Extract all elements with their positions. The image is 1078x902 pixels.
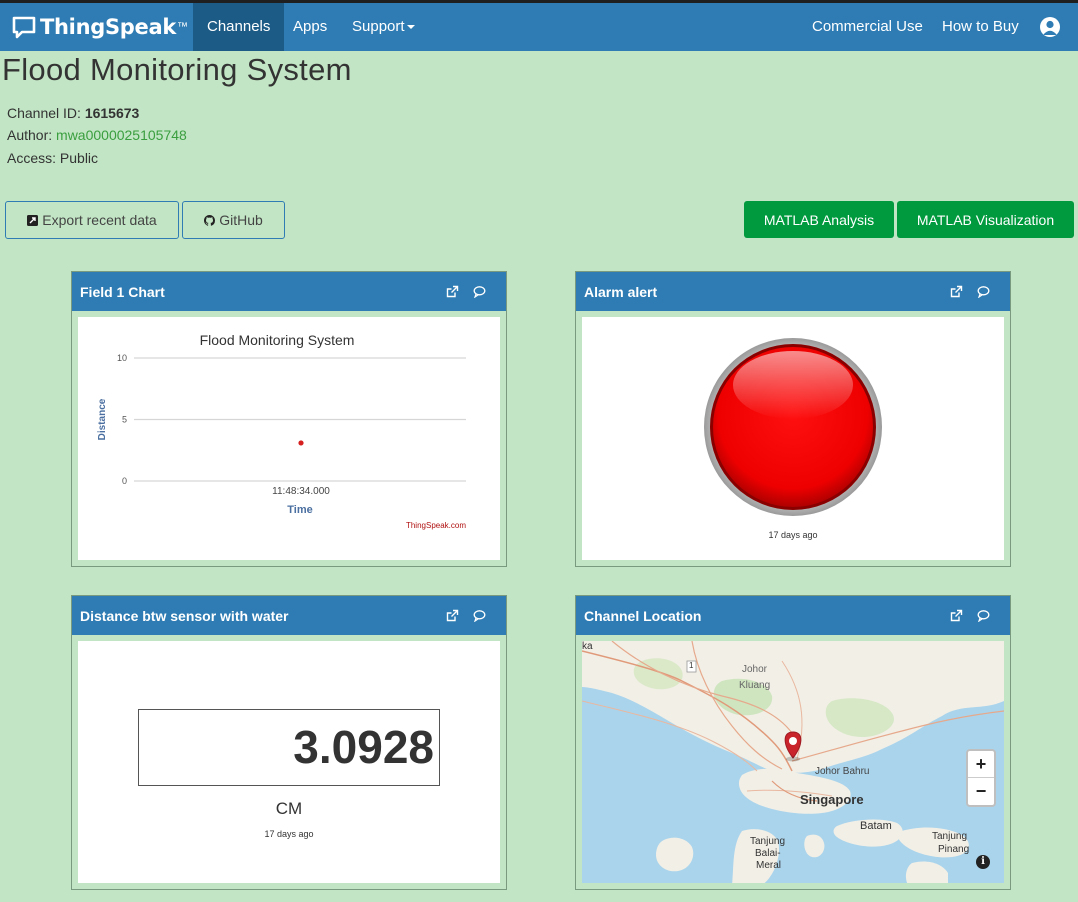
nav-apps[interactable]: Apps [293, 18, 328, 35]
distance-unit: CM [275, 799, 303, 818]
access-label: Access: [7, 150, 60, 166]
nav-support[interactable]: Support [338, 3, 429, 51]
field1-chart-panel: Field 1 Chart Flood Monitoring System 0 5 1… [71, 271, 507, 567]
panel-title: Field 1 Chart [80, 283, 165, 300]
map-label: Johor Bahru [815, 766, 870, 777]
y-axis-label: Distance [97, 398, 108, 440]
channel-author: Author: mwa0000025105748 [7, 127, 187, 143]
external-link-icon[interactable] [950, 609, 963, 622]
field1-chart[interactable]: Flood Monitoring System 0 5 10 Distance 11:48… [78, 317, 500, 560]
panel-header: Channel Location [576, 596, 1010, 635]
comment-icon[interactable] [977, 285, 990, 298]
channel-id: Channel ID: 1615673 [7, 105, 139, 121]
map-label: Johor [742, 664, 768, 675]
x-tick-label: 11:48:34.000 [272, 486, 330, 497]
map-zoom-control: + − [966, 749, 996, 807]
map-label: Balai- [755, 848, 781, 859]
chart-title: Flood Monitoring System [200, 332, 355, 348]
y-tick-label: 5 [122, 415, 127, 425]
matlab-analysis-button[interactable]: MATLAB Analysis [744, 201, 894, 238]
author-label: Author: [7, 127, 57, 143]
matlab-visualization-button[interactable]: MATLAB Visualization [897, 201, 1074, 238]
numeric-display-area: 3.0928 CM 17 days ago [78, 641, 500, 883]
map-label: Batam [860, 820, 892, 832]
panel-body: 3.0928 CM 17 days ago [72, 635, 506, 889]
map-label: Meral [756, 860, 782, 871]
github-label: GitHub [219, 212, 263, 228]
page-title: Flood Monitoring System [2, 52, 352, 87]
data-point [298, 440, 304, 446]
alarm-timestamp: 17 days ago [768, 530, 818, 540]
navbar: ThingSpeak ™ Channels Apps Support Comme… [0, 3, 1078, 51]
caret-down-icon [406, 25, 415, 30]
export-label: Export recent data [42, 212, 157, 228]
map-label: ka [582, 641, 593, 652]
map-area[interactable]: ka 1 Johor Kluang Johor Bahru Singapore … [582, 641, 1004, 883]
user-account-icon[interactable] [1040, 17, 1060, 37]
panel-body: Flood Monitoring System 0 5 10 Distance 11:48… [72, 311, 506, 566]
distance-panel: Distance btw sensor with water 3.0928 CM… [71, 595, 507, 890]
github-button[interactable]: GitHub [182, 201, 285, 239]
panel-body: 17 days ago [576, 311, 1010, 566]
panel-title: Alarm alert [584, 283, 658, 300]
map-label: 1 [689, 661, 694, 670]
y-tick-label: 0 [122, 476, 127, 486]
external-link-icon[interactable] [950, 285, 963, 298]
export-recent-data-button[interactable]: Export recent data [5, 201, 179, 239]
channel-access: Access: Public [7, 150, 98, 166]
nav-support-label: Support [352, 18, 405, 35]
chart-credit: ThingSpeak.com [406, 521, 466, 530]
alarm-lamp [704, 338, 882, 516]
x-axis-label: Time [287, 504, 312, 516]
top-border [0, 0, 1078, 3]
author-link[interactable]: mwa0000025105748 [56, 127, 187, 143]
comment-icon[interactable] [977, 609, 990, 622]
alarm-alert-panel: Alarm alert [575, 271, 1011, 567]
channel-id-value: 1615673 [84, 105, 140, 121]
comment-icon[interactable] [473, 285, 486, 298]
map-label: Tanjung [750, 836, 786, 847]
panel-body: ka 1 Johor Kluang Johor Bahru Singapore … [576, 635, 1010, 889]
chart-area: Flood Monitoring System 0 5 10 Distance 11:48… [78, 317, 500, 560]
map-label: Singapore [800, 792, 864, 807]
external-export-icon [27, 214, 39, 226]
info-icon[interactable]: i [976, 855, 990, 869]
distance-value: 3.0928 [138, 709, 440, 786]
external-link-icon[interactable] [446, 285, 459, 298]
nav-how-to-buy[interactable]: How to Buy [942, 18, 1019, 35]
nav-commercial-use[interactable]: Commercial Use [812, 18, 923, 35]
trademark: ™ [177, 21, 188, 33]
lamp-area: 17 days ago [582, 317, 1004, 560]
channel-id-label: Channel ID: [7, 105, 85, 121]
speech-bubble-icon [12, 16, 36, 39]
external-link-icon[interactable] [446, 609, 459, 622]
y-tick-label: 10 [117, 353, 127, 363]
brand-name: ThingSpeak [40, 15, 176, 39]
panel-header: Distance btw sensor with water [72, 596, 506, 635]
access-value: Public [59, 150, 99, 166]
panel-header: Alarm alert [576, 272, 1010, 311]
zoom-in-button[interactable]: + [968, 751, 994, 778]
panel-header: Field 1 Chart [72, 272, 506, 311]
map-label: Kluang [739, 680, 771, 691]
nav-channels[interactable]: Channels [193, 3, 285, 51]
github-icon [204, 214, 216, 226]
map-label: Tanjung [932, 831, 968, 842]
channel-location-panel: Channel Location [575, 595, 1011, 890]
map-canvas[interactable] [582, 641, 1004, 883]
distance-timestamp: 17 days ago [264, 829, 314, 839]
zoom-out-button[interactable]: − [975, 781, 987, 801]
panel-title: Distance btw sensor with water [80, 607, 289, 624]
thingspeak-logo[interactable]: ThingSpeak ™ [12, 13, 188, 41]
comment-icon[interactable] [473, 609, 486, 622]
panel-title: Channel Location [584, 607, 702, 624]
map-label: Pinang [938, 844, 970, 855]
